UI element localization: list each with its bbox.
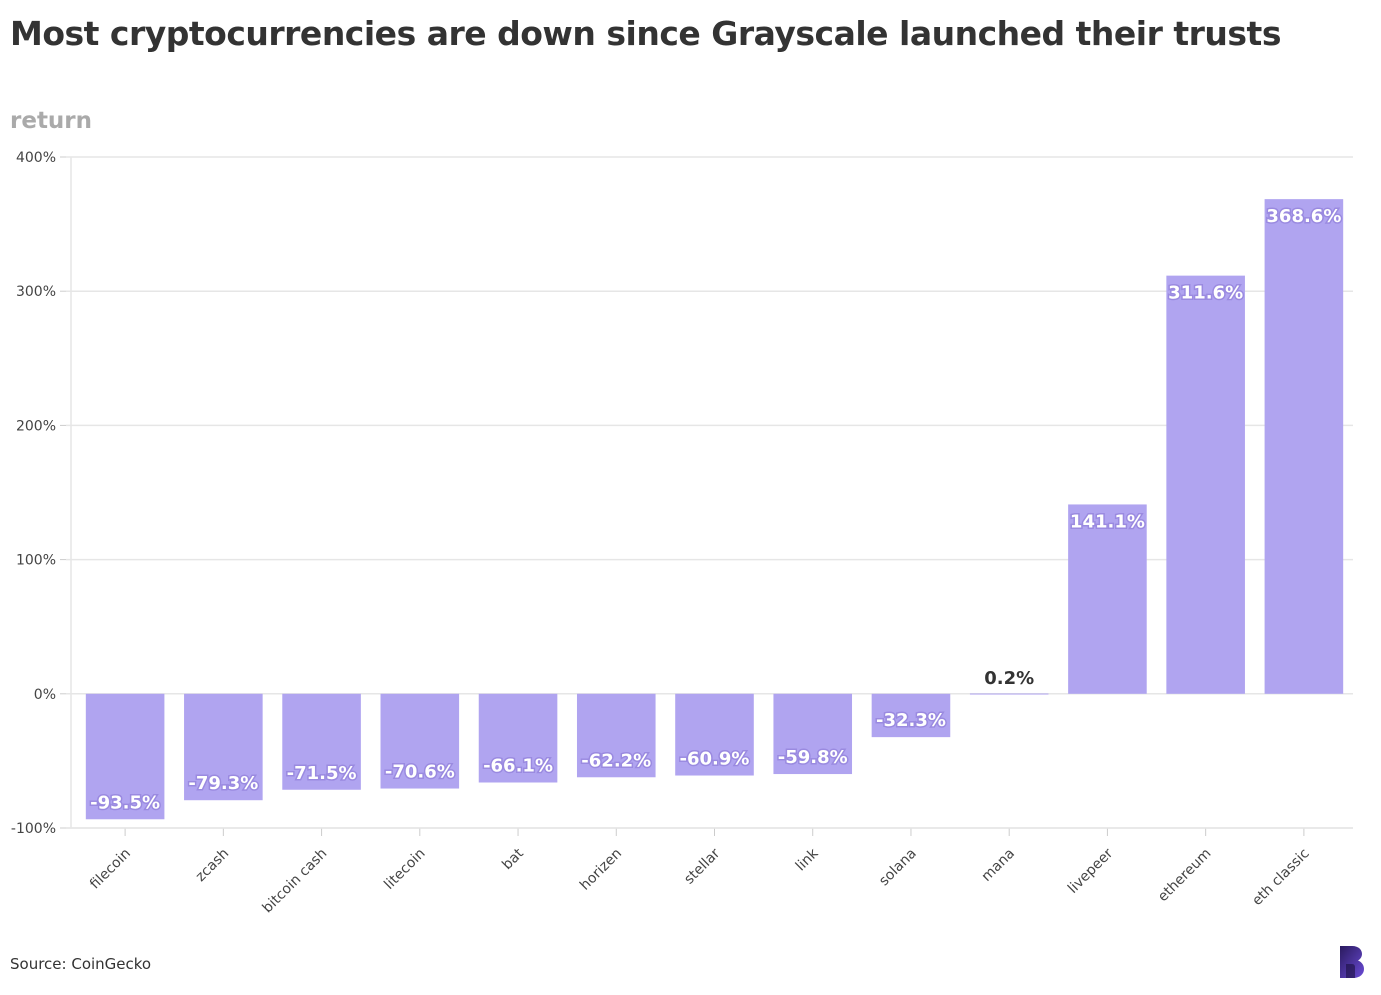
y-tick-label: 0%	[34, 687, 56, 703]
data-label: -71.5%	[287, 763, 357, 784]
data-label: 0.2%	[984, 668, 1034, 689]
bar	[380, 693, 460, 789]
bar	[969, 693, 1049, 695]
chart-title: Most cryptocurrencies are down since Gra…	[10, 14, 1281, 53]
bar	[1264, 199, 1344, 694]
x-tick-label: link	[793, 845, 822, 874]
bar	[1068, 504, 1147, 694]
x-tick-label: bitcoin cash	[260, 846, 331, 917]
y-tick-label: 300%	[16, 284, 56, 300]
data-label: -66.1%	[483, 756, 553, 777]
bar	[85, 693, 165, 820]
x-tick-label: ethereum	[1155, 846, 1215, 906]
x-tick-label: eth classic	[1249, 846, 1312, 909]
x-tick-label: mana	[979, 846, 1018, 885]
data-label: 311.6%	[1168, 283, 1243, 304]
x-tick-label: horizen	[577, 846, 625, 894]
data-label: 141.1%	[1070, 511, 1145, 532]
data-label: -93.5%	[90, 792, 160, 813]
bar	[576, 693, 656, 778]
y-axis-title: return	[10, 108, 93, 134]
data-label: -60.9%	[680, 749, 750, 770]
x-tick-label: litecoin	[381, 846, 428, 893]
source-note: Source: CoinGecko	[10, 955, 152, 973]
x-tick-label: solana	[876, 846, 920, 890]
data-label: -59.8%	[778, 747, 848, 768]
data-label: -62.2%	[581, 750, 651, 771]
bar	[478, 693, 558, 783]
data-label: -32.3%	[876, 710, 946, 731]
bar	[184, 693, 263, 801]
bar	[282, 693, 361, 790]
x-tick-label: bat	[499, 845, 527, 873]
x-tick-label: stellar	[681, 845, 723, 887]
bar	[675, 693, 754, 776]
data-label: -70.6%	[385, 762, 455, 783]
y-tick-label: 100%	[16, 553, 56, 569]
x-tick-label: filecoin	[87, 846, 134, 893]
y-tick-label: -100%	[11, 821, 56, 837]
bar	[1166, 275, 1245, 694]
bar	[871, 693, 951, 738]
y-tick-label: 400%	[16, 150, 56, 166]
y-tick-label: 200%	[16, 418, 56, 434]
brand-b-logo-icon	[1340, 946, 1364, 978]
x-tick-label: livepeer	[1065, 845, 1116, 896]
bar	[773, 693, 853, 775]
data-label: -79.3%	[188, 773, 258, 794]
x-tick-label: zcash	[193, 846, 232, 885]
data-label: 368.6%	[1266, 206, 1341, 227]
